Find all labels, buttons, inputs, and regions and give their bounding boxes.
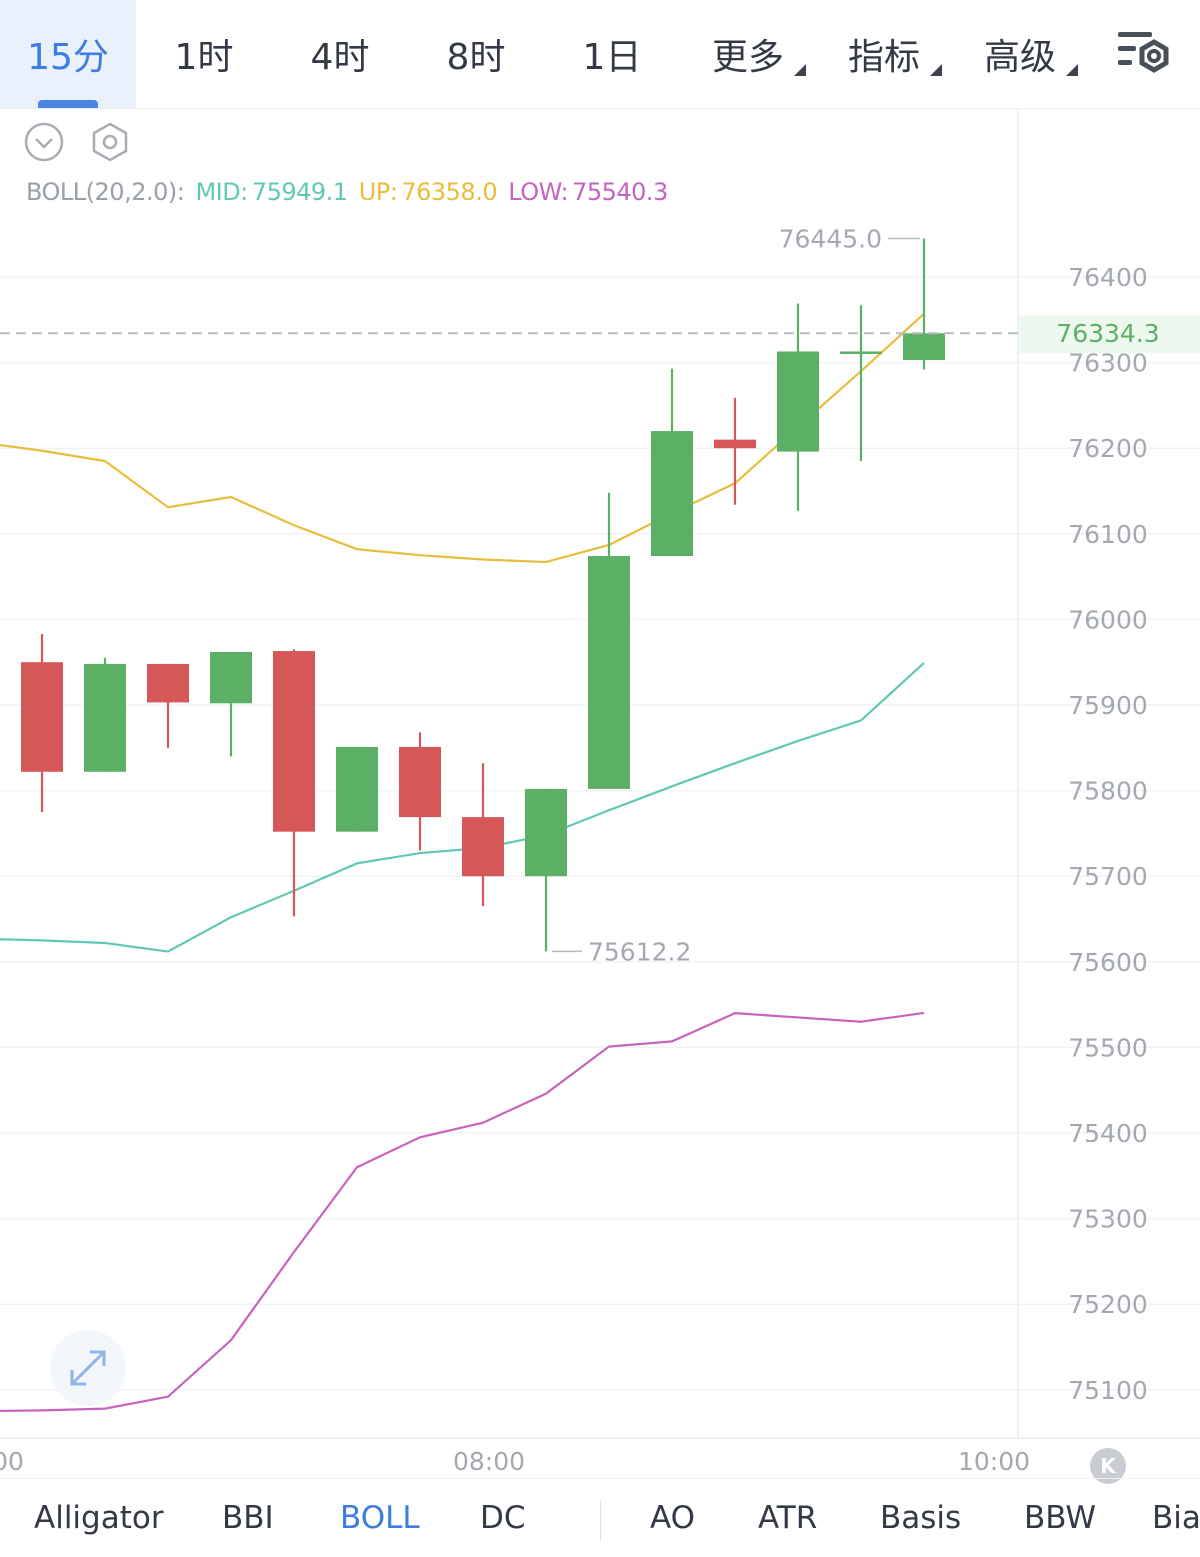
tab-1h[interactable]: 1时: [136, 0, 272, 108]
tab-label: 1时: [174, 37, 234, 78]
high-annotation: 76445.0: [779, 224, 882, 253]
timeframe-bar: 15分 1时 4时 8时 1日 更多 指标 高级: [0, 0, 1200, 109]
indicator-bbw[interactable]: BBW: [1024, 1500, 1097, 1536]
current-price-tag-bg: [1019, 315, 1200, 354]
indicator-bbi[interactable]: BBI: [222, 1500, 274, 1536]
indicator-dc[interactable]: DC: [480, 1500, 526, 1536]
candle-body: [840, 351, 882, 354]
x-tick-label: 00: [0, 1447, 24, 1476]
y-tick-label: 75200: [1068, 1290, 1148, 1319]
active-tab-indicator: [38, 100, 98, 108]
tab-label: 15分: [27, 37, 109, 78]
boll-legend: BOLL(20,2.0): MID: 75949.1 UP: 76358.0 LOW…: [26, 178, 672, 206]
candle-body: [651, 431, 693, 557]
y-tick-label: 75100: [1068, 1376, 1148, 1405]
dropdown-triangle-icon: [794, 64, 806, 76]
dropdown-triangle-icon: [1066, 64, 1078, 76]
tab-more[interactable]: 更多: [680, 0, 816, 108]
indicator-ao[interactable]: AO: [650, 1500, 696, 1536]
indicator-bias[interactable]: Bias: [1152, 1500, 1200, 1536]
current-price-tag: 76334.3: [1056, 319, 1159, 348]
candle-body: [714, 439, 756, 449]
y-tick-label: 75700: [1068, 862, 1148, 891]
kline-chart[interactable]: 76400 76300 76200 76100 76000 75900 75800 75700…: [0, 108, 1200, 1484]
candle-body: [777, 351, 819, 452]
tab-label: 8时: [446, 37, 506, 78]
x-tick-label: 10:00: [958, 1447, 1030, 1476]
chart-canvas: 76400 76300 76200 76100 76000 75900 75800 75700…: [0, 108, 1200, 1476]
chevron-down-circle-icon[interactable]: [24, 122, 64, 162]
indicator-bar: Alligator BBI BOLL DC AO ATR Basis BBW B…: [0, 1478, 1200, 1557]
y-tick-label: 75500: [1068, 1033, 1148, 1062]
tab-label: 1日: [582, 37, 642, 78]
y-tick-label: 75400: [1068, 1119, 1148, 1148]
indicator-basis[interactable]: Basis: [880, 1500, 962, 1536]
hexagon-settings-icon[interactable]: [90, 122, 130, 162]
tab-15m[interactable]: 15分: [0, 0, 136, 108]
indicator-boll[interactable]: BOLL: [340, 1500, 420, 1536]
tab-8h[interactable]: 8时: [408, 0, 544, 108]
tab-label: 指标: [847, 37, 920, 78]
expand-arrows-icon: [70, 1350, 106, 1386]
tab-indicators[interactable]: 指标: [816, 0, 952, 108]
tab-label: 4时: [310, 37, 370, 78]
dropdown-triangle-icon: [930, 64, 942, 76]
expand-chart-button[interactable]: [50, 1330, 126, 1406]
tab-advanced[interactable]: 高级: [952, 0, 1088, 108]
tab-label: 高级: [983, 37, 1056, 78]
candle-body: [525, 788, 567, 877]
tab-4h[interactable]: 4时: [272, 0, 408, 108]
y-tick-label: 76200: [1068, 434, 1148, 463]
y-tick-label: 76400: [1068, 263, 1148, 292]
candle-body: [462, 817, 504, 877]
y-tick-label: 75300: [1068, 1205, 1148, 1234]
boll-mid-line: [0, 662, 925, 953]
candle-body: [336, 746, 378, 832]
boll-up-line: [0, 312, 925, 564]
indicator-alligator[interactable]: Alligator: [34, 1500, 164, 1536]
legend-name: BOLL(20,2.0):: [26, 178, 185, 206]
y-tick-label: 75600: [1068, 948, 1148, 977]
legend-mid-label: MID:: [195, 178, 248, 206]
tab-1d[interactable]: 1日: [544, 0, 680, 108]
candle-body: [273, 651, 315, 832]
candle-body: [147, 663, 189, 703]
candle-body: [903, 333, 945, 361]
legend-low-label: LOW:: [508, 178, 569, 206]
boll-low-line: [0, 1011, 925, 1413]
x-tick-label: 08:00: [453, 1447, 525, 1476]
indicator-divider: [600, 1501, 601, 1541]
indicator-atr[interactable]: ATR: [758, 1500, 818, 1536]
y-tick-label: 76300: [1068, 349, 1148, 378]
y-tick-label: 75900: [1068, 691, 1148, 720]
legend-up-value: 76358.0: [401, 178, 498, 206]
tab-label: 更多: [711, 37, 784, 78]
y-tick-label: 76100: [1068, 520, 1148, 549]
candle-body: [210, 651, 252, 704]
candle-body: [84, 663, 126, 772]
legend-low-value: 75540.3: [572, 178, 668, 206]
y-tick-label: 76000: [1068, 605, 1148, 634]
y-tick-label: 75800: [1068, 777, 1148, 806]
legend-up-label: UP:: [358, 178, 398, 206]
candle-body: [399, 746, 441, 818]
legend-mid-value: 75949.1: [251, 178, 348, 206]
candle-body: [21, 662, 63, 772]
layout-settings-icon[interactable]: [1114, 28, 1174, 80]
low-annotation: 75612.2: [588, 937, 691, 966]
candle-body: [588, 556, 630, 789]
